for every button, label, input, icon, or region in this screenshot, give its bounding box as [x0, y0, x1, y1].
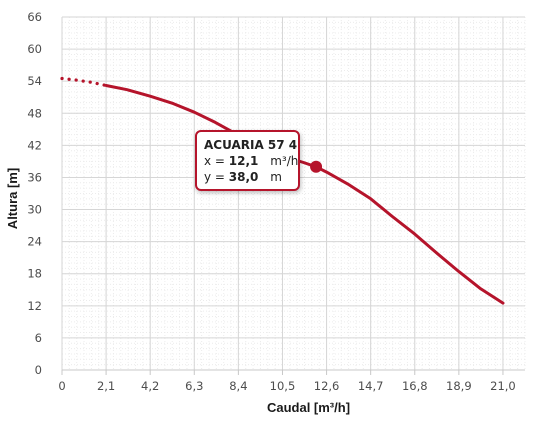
x-axis-title: Caudal [m³/h] — [267, 400, 350, 415]
tooltip-x-line: x = 12,1 m³/h — [204, 154, 298, 168]
tooltip-y-line: y = 38,0 m — [204, 170, 282, 184]
tooltip-x-value: 12,1 — [229, 154, 259, 168]
series-line-extrapolated — [60, 76, 108, 88]
marker-layer — [310, 160, 323, 173]
highlight-point — [310, 160, 323, 173]
data-tooltip: ACUARIA 57 4 x = 12,1 m³/h y = 38,0 m — [195, 130, 300, 191]
y-tick-label: 12 — [27, 299, 42, 313]
tooltip-x-unit: m³/h — [270, 154, 298, 168]
y-tick-label: 66 — [27, 10, 42, 24]
y-tick-label: 30 — [27, 203, 42, 217]
y-tick-label: 18 — [27, 267, 42, 281]
y-tick-label: 6 — [35, 331, 42, 345]
y-tick-labels: 0 6 12 18 24 30 36 42 48 54 60 66 — [27, 10, 42, 377]
series-line — [104, 84, 505, 305]
x-tick-label: 16,8 — [402, 379, 428, 393]
x-tick-label: 14,7 — [358, 379, 384, 393]
x-tick-label: 2,1 — [97, 379, 115, 393]
tooltip-y-value: 38,0 — [229, 170, 259, 184]
tooltip-title: ACUARIA 57 4 — [204, 138, 297, 152]
tooltip-y-prefix: y = — [204, 170, 229, 184]
x-tick-label: 10,5 — [270, 379, 296, 393]
y-tick-label: 24 — [27, 235, 42, 249]
series-layer — [60, 76, 505, 305]
minor-grid — [61, 16, 526, 371]
x-tick-label: 12,6 — [314, 379, 340, 393]
y-tick-label: 60 — [27, 42, 42, 56]
y-tick-label: 36 — [27, 170, 42, 184]
axes — [61, 369, 525, 375]
tooltip-y-unit: m — [270, 170, 282, 184]
x-tick-label: 4,2 — [141, 379, 159, 393]
y-tick-label: 0 — [35, 363, 42, 377]
y-tick-label: 54 — [27, 74, 42, 88]
y-axis-title: Altura [m] — [5, 168, 20, 229]
tooltip-box — [195, 130, 300, 191]
y-tick-label: 48 — [27, 106, 42, 120]
tooltip-x-prefix: x = — [204, 154, 229, 168]
x-tick-label: 18,9 — [446, 379, 472, 393]
x-tick-labels: 0 2,1 4,2 6,3 8,4 10,5 12,6 14,7 16,8 18,9 21,0 — [58, 379, 515, 393]
x-tick-label: 21,0 — [490, 379, 516, 393]
x-tick-label: 0 — [58, 379, 65, 393]
x-tick-label: 8,4 — [229, 379, 247, 393]
y-tick-label: 42 — [27, 138, 42, 152]
x-tick-label: 6,3 — [185, 379, 203, 393]
